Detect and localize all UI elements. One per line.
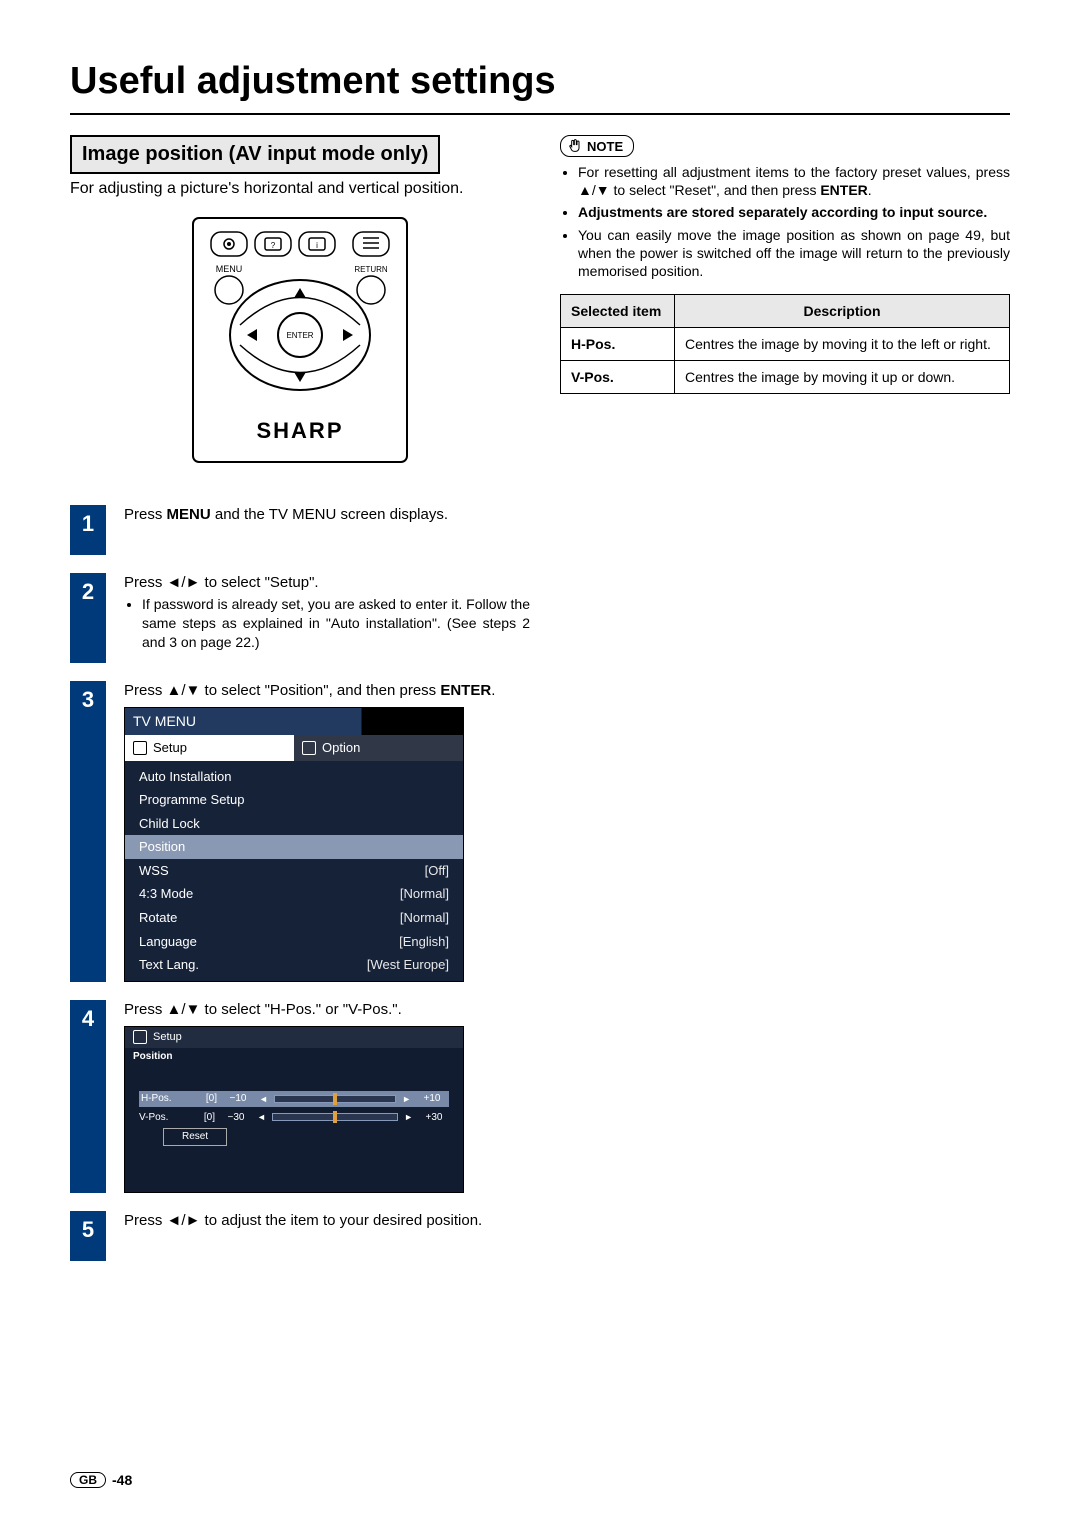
tv-menu-row[interactable]: 4:3 Mode[Normal]	[125, 882, 463, 906]
setup-icon	[133, 741, 147, 755]
tv-menu-row[interactable]: Position	[125, 835, 463, 859]
tv-menu-row[interactable]: Text Lang.[West Europe]	[125, 953, 463, 977]
svg-text:RETURN: RETURN	[354, 265, 388, 274]
tv-menu-tabs: Setup Option	[125, 735, 463, 761]
step: 3 Press ▲/▼ to select "Position", and th…	[70, 681, 530, 982]
table-row: V-Pos.Centres the image by moving it up …	[561, 361, 1010, 394]
left-column: Image position (AV input mode only) For …	[70, 135, 530, 1279]
tab-setup[interactable]: Setup	[125, 735, 294, 761]
step-text: Press ▲/▼ to select "H-Pos." or "V-Pos."…	[124, 1000, 530, 1193]
note-item: Adjustments are stored separately accord…	[578, 203, 1010, 221]
page-footer: GB -48	[70, 1472, 132, 1488]
position-row[interactable]: V-Pos.[0]−30◄►+30	[139, 1111, 449, 1125]
note-badge: NOTE	[560, 135, 634, 157]
step-number: 5	[70, 1211, 106, 1261]
step-text: Press MENU and the TV MENU screen displa…	[124, 505, 530, 555]
remote-icon: ? i MENU RETURN ENTER	[185, 210, 415, 470]
tv-menu-row[interactable]: Child Lock	[125, 812, 463, 836]
page-title: Useful adjustment settings	[70, 60, 1010, 115]
step-number: 4	[70, 1000, 106, 1193]
note-item: You can easily move the image position a…	[578, 226, 1010, 281]
step-number: 1	[70, 505, 106, 555]
svg-text:ENTER: ENTER	[286, 331, 313, 340]
option-icon	[302, 741, 316, 755]
tv-menu-row[interactable]: WSS[Off]	[125, 859, 463, 883]
step: 5 Press ◄/► to adjust the item to your d…	[70, 1211, 530, 1261]
tv-menu-items: Auto InstallationProgramme SetupChild Lo…	[125, 761, 463, 981]
tv-menu-row[interactable]: Programme Setup	[125, 788, 463, 812]
hand-icon	[567, 138, 583, 154]
reset-button[interactable]: Reset	[163, 1128, 227, 1146]
right-column: NOTE For resetting all adjustment items …	[560, 135, 1010, 1279]
section-header: Image position (AV input mode only)	[70, 135, 440, 174]
position-row[interactable]: H-Pos.[0]−10◄►+10	[139, 1091, 449, 1107]
setup-icon	[133, 1030, 147, 1044]
remote-illustration: ? i MENU RETURN ENTER	[70, 210, 530, 475]
position-header: Setup	[125, 1027, 463, 1048]
page-number: -48	[112, 1472, 132, 1488]
tv-menu-title: TV MENU	[125, 708, 463, 735]
step-number: 3	[70, 681, 106, 982]
step: 1 Press MENU and the TV MENU screen disp…	[70, 505, 530, 555]
step: 4 Press ▲/▼ to select "H-Pos." or "V-Pos…	[70, 1000, 530, 1193]
position-rows: H-Pos.[0]−10◄►+10 V-Pos.[0]−30◄►+30 Reset	[125, 1065, 463, 1152]
tab-option[interactable]: Option	[294, 735, 463, 761]
step-text: Press ▲/▼ to select "Position", and then…	[124, 681, 530, 982]
tv-menu-screenshot: TV MENU Setup Option Auto InstallationPr…	[124, 707, 464, 981]
step: 2 Press ◄/► to select "Setup". If passwo…	[70, 573, 530, 663]
steps-list: 1 Press MENU and the TV MENU screen disp…	[70, 505, 530, 1261]
step-text: Press ◄/► to select "Setup". If password…	[124, 573, 530, 663]
tv-menu-row[interactable]: Auto Installation	[125, 765, 463, 789]
position-title: Position	[125, 1048, 463, 1066]
note-list: For resetting all adjustment items to th…	[560, 163, 1010, 280]
content-columns: Image position (AV input mode only) For …	[70, 135, 1010, 1279]
table-row: H-Pos.Centres the image by moving it to …	[561, 328, 1010, 361]
table-head-desc: Description	[675, 295, 1010, 328]
svg-text:i: i	[316, 241, 318, 250]
position-submenu: Setup Position H-Pos.[0]−10◄►+10 V-Pos.[0…	[124, 1026, 464, 1193]
step-number: 2	[70, 573, 106, 663]
region-badge: GB	[70, 1472, 106, 1488]
svg-text:?: ?	[271, 241, 276, 250]
tv-menu-row[interactable]: Language[English]	[125, 930, 463, 954]
tv-menu-row[interactable]: Rotate[Normal]	[125, 906, 463, 930]
intro-text: For adjusting a picture's horizontal and…	[70, 180, 530, 198]
svg-text:MENU: MENU	[216, 264, 243, 274]
description-table: Selected item Description H-Pos.Centres …	[560, 294, 1010, 394]
table-head-item: Selected item	[561, 295, 675, 328]
note-item: For resetting all adjustment items to th…	[578, 163, 1010, 199]
svg-text:SHARP: SHARP	[256, 418, 343, 443]
step-text: Press ◄/► to adjust the item to your des…	[124, 1211, 530, 1261]
